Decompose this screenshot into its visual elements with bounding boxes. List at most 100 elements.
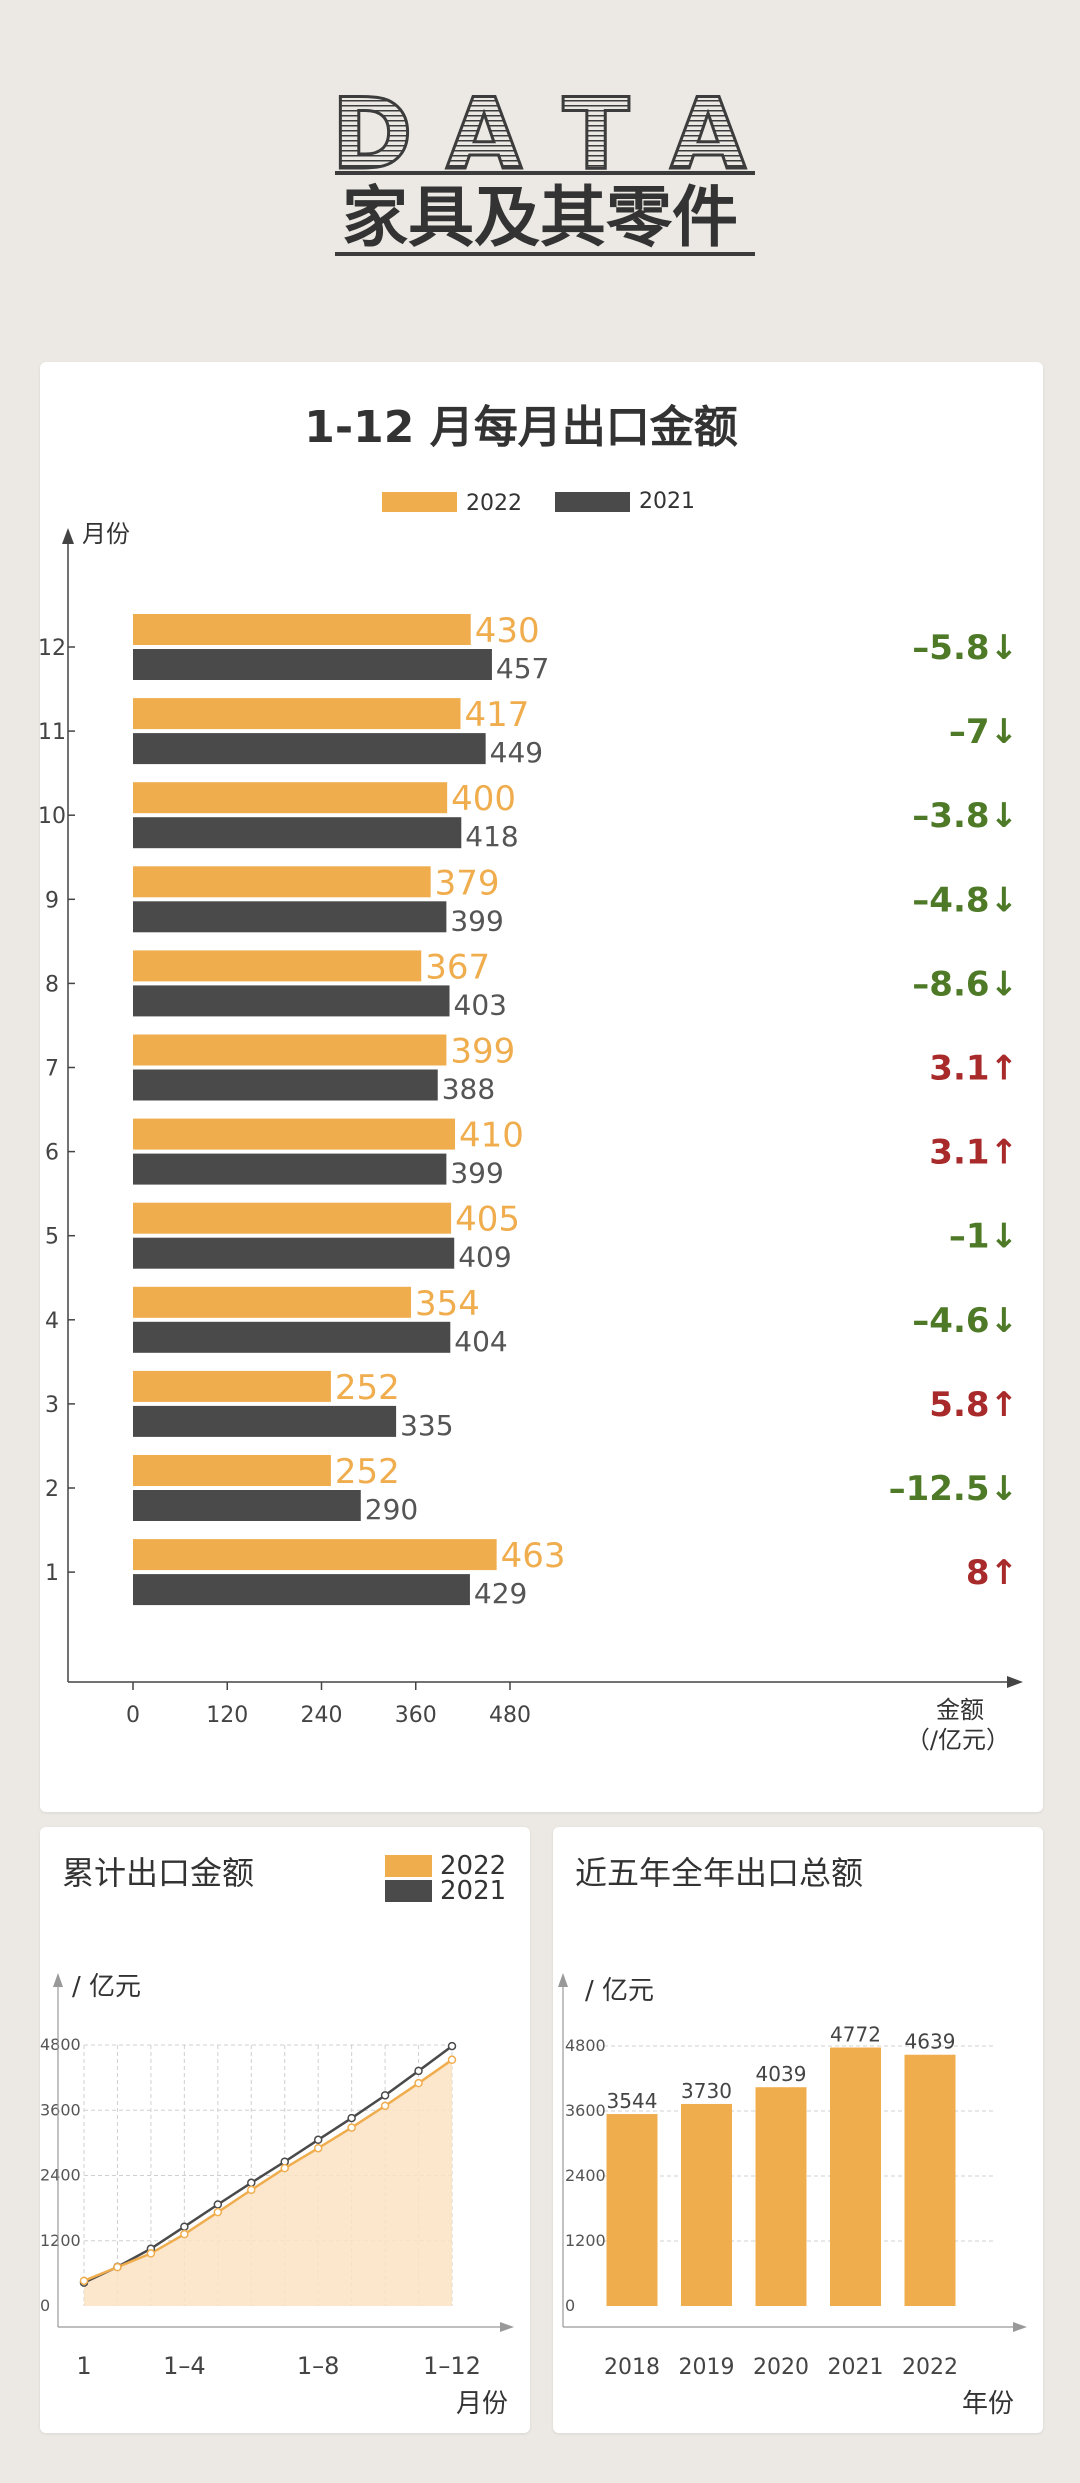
cumulative-chart-card: 累计出口金额 2022 2021 / 亿元 月份 0 1200 2400 3600 48… [40, 1827, 530, 2433]
point-2021 [213, 2200, 223, 2209]
bar-label-2021: 409 [458, 1241, 511, 1274]
bar-value-label: 4039 [756, 2062, 807, 2086]
bar-label-2021: 290 [365, 1493, 418, 1526]
change-label: –5.8↓ [912, 628, 1018, 668]
x-tick-label: 1 [76, 2352, 91, 2380]
legend-label-2021: 2021 [639, 489, 695, 514]
bar-label-2021: 388 [442, 1073, 495, 1106]
change-label: 3.1↑ [929, 1133, 1018, 1173]
y-axis-label: / 亿元 [585, 1976, 654, 2006]
bar-label-2021: 449 [490, 736, 543, 769]
x-tick-label: 1–12 [423, 2352, 481, 2380]
bar-2022 [133, 1455, 331, 1486]
y-tick-label: 3 [45, 1393, 59, 1418]
y-tick-label: 9 [45, 888, 59, 913]
x-axis-unit: （/亿元） [906, 1726, 1010, 1754]
y-tick-label: 8 [45, 972, 59, 997]
bar-2021 [133, 1321, 451, 1353]
bar-2022 [133, 1202, 452, 1234]
change-label: –4.8↓ [912, 880, 1018, 920]
point-2022 [113, 2262, 122, 2272]
bar-2022 [133, 1034, 447, 1066]
point-2021 [414, 2066, 423, 2076]
x-tick-label: 480 [489, 1703, 531, 1728]
legend-label-2021: 2021 [440, 1876, 506, 1906]
bar [755, 2087, 807, 2306]
cumulative-line-chart: 累计出口金额 2022 2021 / 亿元 月份 0 1200 2400 3600 48… [40, 1851, 514, 2419]
bar-label-2021: 418 [465, 820, 518, 853]
bar-label-2022: 463 [501, 1536, 566, 1576]
bar-2021 [133, 817, 462, 849]
point-2022 [146, 2249, 156, 2258]
y-tick-label: 4 [45, 1309, 59, 1334]
bar-label-2022: 410 [459, 1116, 524, 1156]
annual-chart-card: 近五年全年出口总额 / 亿元 年份 0 1200 2400 3600 4800 3544 2… [553, 1827, 1043, 2433]
change-label: 8↑ [966, 1553, 1018, 1593]
bar [681, 2103, 732, 2306]
chart-title: 1-12 月每月出口金额 [304, 402, 737, 453]
bar-label-2021: 457 [496, 652, 549, 685]
point-2022 [347, 2123, 356, 2132]
bar-label-2022: 400 [451, 779, 516, 819]
bar-2021 [133, 1405, 397, 1437]
y-axis-arrow [558, 1973, 568, 1987]
x-axis-label: 金额 [936, 1696, 984, 1724]
bar [904, 2054, 956, 2306]
bar-value-label: 3730 [681, 2079, 732, 2103]
bar-label-2021: 399 [450, 904, 503, 937]
point-2022 [79, 2276, 89, 2286]
y-tick-label: 3600 [40, 2100, 81, 2119]
y-tick-label: 6 [45, 1141, 59, 1166]
point-2022 [447, 2055, 457, 2065]
y-tick-label: 1200 [565, 2231, 606, 2250]
y-tick-label: 4800 [565, 2036, 606, 2055]
y-tick-label: 7 [45, 1057, 59, 1082]
y-tick-label: 3600 [565, 2101, 606, 2120]
point-2021 [180, 2222, 189, 2231]
x-axis-arrow [1013, 2322, 1027, 2332]
bar-2021 [133, 1237, 455, 1269]
change-label: –12.5↓ [889, 1469, 1018, 1509]
bar-label-2022: 399 [450, 1032, 515, 1072]
bar-2022 [133, 1370, 331, 1402]
point-2022 [414, 2078, 423, 2088]
y-axis-label: / 亿元 [72, 1972, 141, 2002]
bar-2021 [133, 985, 450, 1017]
y-tick-label: 4800 [40, 2035, 81, 2054]
x-axis-label: 年份 [962, 2389, 1014, 2419]
y-tick-label: 12 [40, 636, 66, 661]
chart-title: 近五年全年出口总额 [575, 1854, 863, 1892]
line-2021 [83, 2045, 453, 2284]
line-2022 [83, 2058, 453, 2282]
y-tick-label: 2400 [565, 2166, 606, 2185]
change-label: –8.6↓ [912, 964, 1018, 1004]
point-2022 [380, 2101, 390, 2111]
x-tick-label: 360 [395, 1703, 437, 1728]
bar-2022 [133, 782, 448, 814]
monthly-bar-chart: 1-12 月每月出口金额 2022 2021 月份 金额 （/亿元） 0 120 2… [38, 402, 1023, 1754]
y-tick-label: 11 [40, 720, 66, 745]
bar-label-2022: 405 [455, 1200, 520, 1240]
change-label: 3.1↑ [929, 1049, 1018, 1089]
legend-label-2022: 2022 [466, 491, 522, 516]
change-label: –7↓ [949, 712, 1018, 752]
monthly-chart-card: 1-12 月每月出口金额 2022 2021 月份 金额 （/亿元） 0 120 2… [38, 362, 1043, 1812]
point-2022 [247, 2185, 256, 2195]
bar-2022 [133, 1286, 412, 1318]
bar-2021 [133, 733, 486, 765]
point-2022 [213, 2207, 223, 2217]
bar-label-2021: 399 [450, 1157, 503, 1190]
x-tick-label: 2019 [679, 2355, 735, 2380]
change-label: –4.6↓ [912, 1301, 1018, 1341]
point-2022 [313, 2143, 323, 2153]
y-tick-label: 0 [40, 2296, 50, 2315]
y-axis-arrow [62, 528, 74, 544]
bar-label-2022: 252 [335, 1452, 400, 1492]
bar [830, 2047, 881, 2306]
y-tick-label: 1200 [40, 2231, 81, 2250]
bar-value-label: 4772 [830, 2023, 881, 2047]
bar-label-2022: 379 [435, 863, 500, 903]
bar-2022 [133, 614, 471, 645]
y-tick-label: 1 [45, 1561, 59, 1586]
